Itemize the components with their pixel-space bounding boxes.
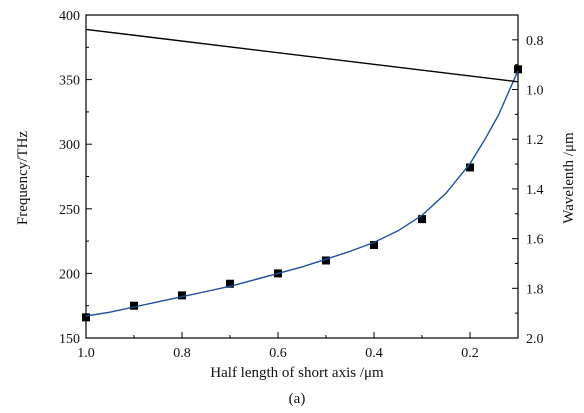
data-point bbox=[466, 163, 474, 172]
x-tick-label: 0.4 bbox=[365, 346, 383, 361]
y-right-tick-label: 1.2 bbox=[526, 133, 544, 148]
y-left-tick-label: 200 bbox=[59, 267, 80, 282]
y-axis-right-label: Wavelenth /μm bbox=[561, 132, 577, 224]
y-right-tick-label: 2.0 bbox=[526, 332, 544, 347]
data-point bbox=[514, 65, 522, 74]
y-right-tick-label: 1.4 bbox=[526, 183, 544, 198]
y-right-tick-label: 1.0 bbox=[526, 84, 544, 99]
figure-caption: (a) bbox=[289, 391, 306, 407]
data-point bbox=[178, 291, 186, 300]
plot-frame-layer bbox=[85, 14, 519, 339]
data-point bbox=[370, 240, 378, 249]
y-right-tick-label: 0.8 bbox=[526, 34, 544, 49]
y-left-tick-label: 400 bbox=[59, 9, 80, 24]
y-left-tick-label: 300 bbox=[59, 138, 80, 153]
data-point bbox=[82, 313, 90, 322]
x-tick-label: 0.8 bbox=[173, 346, 191, 361]
fit-curve bbox=[85, 70, 519, 317]
plot-frame bbox=[85, 14, 519, 339]
tick-labels-layer: 1.0 0.8 0.6 0.4 0.2 150 200 250 300 350 400 0.8 1.0 1… bbox=[59, 9, 544, 361]
wavelength-line bbox=[85, 28, 519, 83]
data-point bbox=[130, 301, 138, 310]
x-tick-label: 0.2 bbox=[461, 346, 479, 361]
x-axis-label: Half length of short axis /μm bbox=[210, 365, 384, 381]
data-point bbox=[418, 215, 426, 224]
y-axis-left-label: Frequency/THz bbox=[15, 131, 31, 225]
y-left-tick-label: 150 bbox=[59, 332, 80, 347]
y-left-tick-label: 250 bbox=[59, 203, 80, 218]
x-tick-label: 0.6 bbox=[269, 346, 287, 361]
x-tick-label: 1.0 bbox=[77, 346, 95, 361]
data-point bbox=[322, 256, 330, 265]
y-right-tick-label: 1.8 bbox=[526, 282, 544, 297]
data-point bbox=[226, 279, 234, 288]
y-left-tick-label: 350 bbox=[59, 74, 80, 89]
series-layer bbox=[82, 28, 522, 322]
y-right-tick-label: 1.6 bbox=[526, 233, 544, 248]
